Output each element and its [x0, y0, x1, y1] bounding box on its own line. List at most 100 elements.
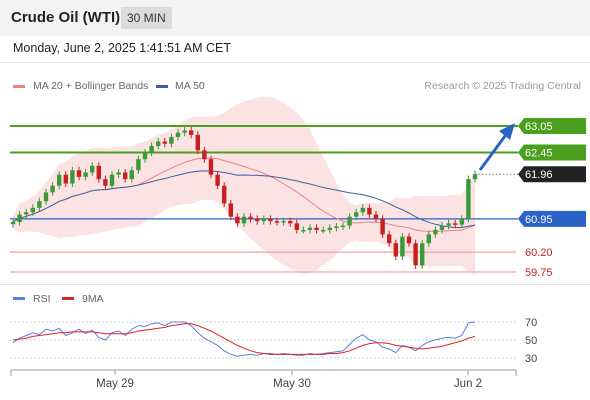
candle-body: [321, 229, 326, 232]
candle-body: [340, 225, 346, 228]
level-label-60.95: 60.95: [525, 214, 553, 226]
datetime-label: Monday, June 2, 2025 1:41:51 AM CET: [13, 41, 231, 55]
candle-body: [406, 236, 412, 244]
candle-body: [136, 159, 141, 171]
candle-body: [373, 214, 379, 219]
projection-arrowhead: [499, 123, 515, 140]
candle-body: [43, 192, 49, 202]
ma50-swatch: [156, 85, 168, 88]
ma50-line: [12, 170, 476, 228]
candle-body: [426, 234, 431, 244]
candle-body: [24, 212, 29, 215]
candle-body: [439, 225, 445, 230]
candle-body: [466, 179, 471, 219]
candle-body: [10, 222, 16, 225]
level-tag-63.05: [518, 118, 586, 134]
x-tick-label: Jun 2: [454, 378, 482, 390]
candle-body: [274, 221, 280, 223]
divider: [0, 62, 590, 63]
candle-body: [347, 216, 352, 226]
candle-body: [301, 229, 306, 232]
candle-body: [354, 212, 359, 217]
candle-body: [255, 218, 260, 222]
candle-body: [268, 218, 273, 222]
candle-body: [459, 218, 464, 225]
candle-body: [433, 229, 438, 235]
candle-body: [30, 207, 35, 213]
candle-body: [215, 174, 220, 186]
candle-body: [63, 174, 68, 184]
candle-body: [327, 227, 332, 230]
candle-body: [387, 234, 392, 244]
candle-body: [103, 179, 108, 186]
panel-divider: [0, 284, 590, 285]
rsi-tick-label: 30: [525, 353, 537, 365]
candle-body: [453, 223, 458, 225]
credit-label: Research © 2025 Trading Central: [424, 80, 581, 92]
candle-body: [90, 165, 95, 173]
candle-body: [37, 201, 42, 208]
candle-body: [446, 223, 451, 226]
candle-body: [281, 221, 286, 223]
rsi-legend: RSI: [33, 293, 51, 305]
rsi-tick-label: 70: [525, 317, 537, 329]
candle-body: [116, 172, 121, 175]
x-tick-label: May 29: [96, 378, 134, 390]
candle-body: [314, 227, 319, 230]
candle-body: [96, 165, 101, 180]
level-label-59.75: 59.75: [525, 267, 553, 279]
candle-body: [288, 221, 293, 224]
instrument-title: Crude Oil (WTI): [11, 9, 121, 26]
level-label-62.45: 62.45: [525, 148, 553, 160]
ma20-swatch: [13, 85, 25, 88]
level-label-60.20: 60.20: [525, 247, 553, 259]
candle-body: [248, 216, 253, 219]
x-tick-label: May 30: [273, 378, 311, 390]
candle-body: [222, 185, 227, 204]
timeframe-badge[interactable]: 30 MIN: [121, 7, 172, 29]
rsi-ma-swatch: [62, 297, 74, 300]
candle-body: [294, 223, 299, 230]
candle-body: [228, 203, 233, 217]
candle-body: [420, 243, 425, 266]
rsi-swatch: [13, 297, 25, 300]
candle-body: [189, 130, 194, 135]
level-tag-61.96: [518, 166, 586, 183]
candle-body: [17, 214, 22, 223]
candle-body: [70, 170, 75, 184]
candle-body: [202, 150, 207, 160]
candle-body: [380, 218, 385, 235]
candle-body: [149, 145, 154, 153]
candle-body: [195, 134, 200, 151]
candle-body: [129, 170, 134, 180]
candle-body: [235, 216, 240, 224]
candle-body: [76, 170, 82, 177]
level-tag-62.45: [518, 144, 586, 161]
candle-body: [413, 243, 418, 266]
candle-body: [57, 174, 62, 186]
level-tag-60.95: [518, 210, 586, 227]
level-label-61.96: 61.96: [525, 169, 553, 181]
ma20-legend: MA 20 + Bollinger Bands: [33, 80, 149, 92]
candle-body: [208, 159, 214, 175]
candle-body: [334, 226, 339, 228]
candle-body: [142, 152, 148, 160]
candle-body: [400, 236, 405, 257]
rsi-tick-label: 50: [525, 335, 537, 347]
candle-body: [307, 227, 313, 230]
candle-body: [360, 207, 365, 213]
candle-body: [261, 218, 266, 222]
rsi-ma-line: [12, 323, 476, 355]
bollinger-bands: [13, 96, 475, 276]
candle-body: [83, 172, 88, 177]
candle-body: [472, 174, 478, 180]
projection-arrow: [478, 131, 510, 171]
candle-body: [109, 174, 115, 186]
level-label-63.05: 63.05: [525, 121, 553, 133]
candle-body: [50, 185, 55, 193]
candle-body: [123, 172, 128, 180]
rsi-ma-legend: 9MA: [82, 293, 104, 305]
rsi-line: [12, 321, 476, 357]
ma50-legend: MA 50: [175, 80, 205, 92]
